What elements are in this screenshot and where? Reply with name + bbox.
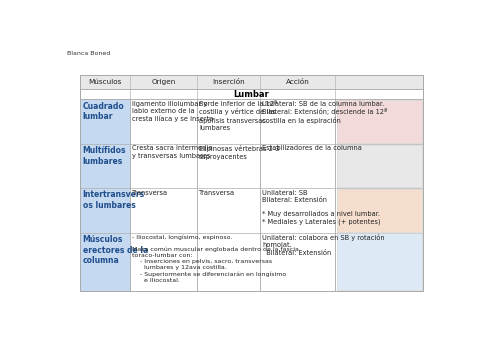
Bar bbox=[336, 100, 421, 143]
Bar bbox=[130, 188, 197, 233]
Text: Intertransvers
os lumbares: Intertransvers os lumbares bbox=[83, 191, 145, 210]
Text: ligamento iliolumbar y
labio externo de la
cresta ilíaca y se inserta: ligamento iliolumbar y labio externo de … bbox=[132, 101, 214, 122]
Text: Cresta sacra intermedia
y transversas lumbares: Cresta sacra intermedia y transversas lu… bbox=[132, 145, 213, 159]
Bar bbox=[260, 233, 336, 291]
Bar bbox=[336, 144, 421, 187]
Bar bbox=[130, 99, 197, 144]
Text: Cuadrado
lumbar: Cuadrado lumbar bbox=[83, 102, 124, 121]
Text: Transversa: Transversa bbox=[132, 190, 168, 196]
Text: Unilateral: SB de la columna lumbar.
Bilateral: Extensión; desciende la 12ª
cost: Unilateral: SB de la columna lumbar. Bil… bbox=[263, 101, 387, 124]
Text: Estabilizadores de la columna: Estabilizadores de la columna bbox=[263, 145, 362, 151]
Text: Transversa: Transversa bbox=[199, 190, 235, 196]
Text: Multífidos
lumbares: Multífidos lumbares bbox=[83, 146, 126, 166]
Text: Unilateral: SB
Bilateral: Extensión

* Muy desarrollados a nivel lumbar.
* Media: Unilateral: SB Bilateral: Extensión * Mu… bbox=[263, 190, 381, 225]
Text: Músculos: Músculos bbox=[89, 79, 122, 85]
Bar bbox=[81, 188, 130, 233]
Bar bbox=[336, 233, 423, 291]
Text: Origen: Origen bbox=[151, 79, 176, 85]
Bar bbox=[336, 188, 423, 233]
Bar bbox=[336, 99, 423, 144]
Bar bbox=[336, 189, 421, 232]
Bar bbox=[197, 144, 260, 188]
Bar bbox=[260, 99, 336, 144]
Bar bbox=[130, 233, 197, 291]
Bar bbox=[260, 144, 336, 188]
Text: Acción: Acción bbox=[286, 79, 310, 85]
Text: Unilateral: colabora en SB y rotación
homolat.
  Bilateral: Extensión: Unilateral: colabora en SB y rotación ho… bbox=[263, 234, 385, 256]
Bar bbox=[81, 99, 130, 144]
Bar bbox=[81, 75, 423, 89]
Bar bbox=[81, 144, 130, 188]
Bar bbox=[81, 75, 423, 291]
Text: - Iliocostal, longísimo, espinoso.

Masa común muscular englobada dentro de la f: - Iliocostal, longísimo, espinoso. Masa … bbox=[132, 234, 299, 283]
Text: Espinosas vértebras 2-3
suproyacentes: Espinosas vértebras 2-3 suproyacentes bbox=[199, 145, 279, 160]
Text: Lumbar: Lumbar bbox=[234, 89, 269, 99]
Bar bbox=[81, 89, 423, 99]
Bar bbox=[336, 144, 423, 188]
Bar bbox=[81, 233, 130, 291]
Text: Músculos
erectores de la
columna: Músculos erectores de la columna bbox=[83, 235, 148, 265]
Text: Borde inferior de la 12ª
costilla y vértice de las
apófisis transversas
lumbares: Borde inferior de la 12ª costilla y vért… bbox=[199, 101, 277, 131]
Bar bbox=[260, 188, 336, 233]
Text: Blanca Boned: Blanca Boned bbox=[67, 51, 111, 56]
Bar bbox=[336, 233, 421, 291]
Bar bbox=[130, 144, 197, 188]
Bar bbox=[197, 99, 260, 144]
Bar bbox=[197, 188, 260, 233]
Bar bbox=[197, 233, 260, 291]
Text: Inserción: Inserción bbox=[212, 79, 245, 85]
